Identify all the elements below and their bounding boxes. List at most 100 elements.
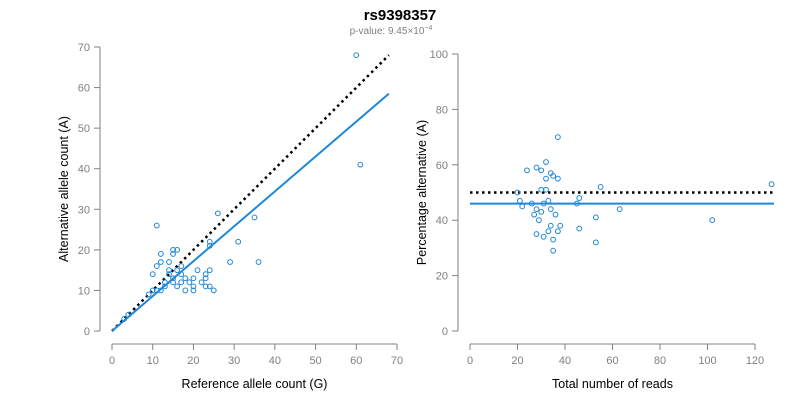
chart-counts-y-tick-label: 50 xyxy=(78,123,90,135)
chart-percentage-data-point xyxy=(538,167,545,174)
chart-percentage-data-point xyxy=(576,195,583,201)
chart-counts-data-point xyxy=(157,287,164,294)
chart-counts-data-point xyxy=(145,291,152,298)
chart-counts-data-point xyxy=(202,271,209,278)
chart-counts-data-point xyxy=(162,279,168,286)
p-value-times: ×10 xyxy=(407,26,424,37)
chart-counts-y-tick-label: 60 xyxy=(78,83,90,95)
chart-percentage-data-point xyxy=(554,228,561,235)
chart-counts-data-point xyxy=(174,267,181,274)
p-value-exponent: −4 xyxy=(424,25,432,32)
chart-counts-data-point xyxy=(153,222,160,229)
chart-percentage-data-point xyxy=(550,172,557,179)
chart-percentage-data-point xyxy=(557,222,564,229)
chart-percentage-data-point xyxy=(547,222,554,229)
chart-percentage-data-point xyxy=(552,211,559,218)
chart-percentage-data-point xyxy=(768,181,775,188)
chart-counts-x-tick-label: 20 xyxy=(187,355,199,367)
chart-counts-data-point xyxy=(210,287,217,294)
chart-percentage-data-point xyxy=(616,206,623,213)
chart-counts-data-point xyxy=(190,287,197,294)
chart-counts-y-tick-label: 40 xyxy=(78,164,90,176)
chart-percentage-data-point xyxy=(524,167,530,174)
chart-percentage-data-point xyxy=(554,175,561,182)
chart-percentage-y-tick-label: 0 xyxy=(442,326,448,338)
chart-counts-x-tick-label: 0 xyxy=(109,355,115,367)
chart-percentage-y-tick-label: 40 xyxy=(436,215,448,227)
chart-percentage-data-point xyxy=(592,239,599,246)
chart-counts-data-point xyxy=(121,315,128,322)
chart-counts-y-tick-label: 20 xyxy=(78,245,90,257)
chart-percentage-data-point xyxy=(538,208,545,215)
chart-counts-data-point xyxy=(153,263,160,269)
chart-counts-data-point xyxy=(186,279,193,286)
chart-percentage-data-point xyxy=(533,164,540,171)
chart-percentage-data-point xyxy=(543,175,549,182)
chart-counts-data-point xyxy=(202,283,209,290)
chart-counts-data-point xyxy=(190,283,197,290)
chart-percentage-x-axis-label: Total number of reads xyxy=(552,377,673,391)
chart-percentage-y-tick-label: 80 xyxy=(436,104,448,116)
chart-percentage-x-tick-label: 120 xyxy=(746,355,764,367)
chart-counts-x-tick-label: 70 xyxy=(391,355,403,367)
chart-counts-data-point xyxy=(170,251,176,257)
chart-counts-expected-line xyxy=(111,54,390,332)
chart-counts-data-point xyxy=(162,283,168,290)
chart-counts-x-tick-label: 30 xyxy=(228,355,240,367)
chart-counts-data-point xyxy=(227,259,233,265)
chart-counts-data-point xyxy=(178,263,185,269)
p-value-text: p-value: 9.45 xyxy=(350,26,408,37)
chart-counts-data-point xyxy=(149,271,156,278)
chart-percentage-data-point xyxy=(516,197,523,204)
chart-counts-data-point xyxy=(153,287,160,294)
chart-counts-data-point xyxy=(166,271,172,278)
chart-percentage-data-point xyxy=(528,200,535,207)
chart-counts-x-tick-label: 50 xyxy=(309,355,321,367)
chart-counts-x-tick-label: 10 xyxy=(147,355,159,367)
chart-counts-data-point xyxy=(194,267,201,274)
chart-counts-y-axis-label: Alternative allele count (A) xyxy=(57,116,71,262)
chart-counts-data-point xyxy=(357,161,364,168)
chart-counts-data-point xyxy=(206,238,213,245)
chart-percentage-data-point xyxy=(545,197,552,204)
chart-percentage-data-point xyxy=(709,217,716,224)
chart-percentage-data-point xyxy=(550,236,557,243)
p-value-label: p-value: 9.45×10−4 xyxy=(350,25,433,37)
chart-percentage-y-tick-label: 60 xyxy=(436,160,448,172)
chart-counts-data-point xyxy=(190,275,197,282)
chart-counts-data-point xyxy=(198,279,205,286)
chart-percentage-data-point xyxy=(535,217,542,224)
chart-counts-data-point xyxy=(251,214,258,221)
chart-counts-data-point xyxy=(214,210,221,217)
chart-percentage-data-point xyxy=(550,247,557,254)
chart-counts-data-point xyxy=(166,259,172,265)
chart-counts-y-tick-label: 30 xyxy=(78,204,90,216)
chart-counts-data-point xyxy=(202,275,209,282)
chart-percentage-data-point xyxy=(514,189,521,196)
chart-percentage-data-point xyxy=(573,200,580,207)
chart-counts-data-point xyxy=(206,283,213,290)
chart-percentage-y-tick-label: 100 xyxy=(430,49,448,61)
chart-counts-data-point xyxy=(149,287,156,294)
chart-counts-data-point xyxy=(178,271,185,278)
chart-counts-x-tick-label: 40 xyxy=(269,355,281,367)
chart-percentage-data-point xyxy=(531,211,538,218)
chart-counts-data-point xyxy=(178,279,185,286)
chart-percentage-x-tick-label: 40 xyxy=(559,355,571,367)
chart-counts-data-point xyxy=(206,242,213,249)
chart-percentage-y-tick-label: 20 xyxy=(436,271,448,283)
chart-percentage-data-point xyxy=(576,225,583,232)
chart-percentage-data-point xyxy=(543,186,549,193)
chart-counts-data-point xyxy=(157,259,164,265)
chart-counts-data-point xyxy=(166,267,172,274)
chart-counts-data-point xyxy=(255,259,262,265)
chart-percentage-data-point xyxy=(540,233,547,240)
chart-counts-data-point xyxy=(170,275,176,282)
chart-percentage-data-point xyxy=(538,186,545,193)
chart-counts-data-point xyxy=(170,246,176,253)
chart-counts-x-axis-label: Reference allele count (G) xyxy=(182,377,328,391)
chart-percentage-x-tick-label: 0 xyxy=(467,355,473,367)
chart-percentage-y-axis-label: Percentage alternative (A) xyxy=(415,120,429,265)
chart-percentage-data-point xyxy=(519,203,526,210)
